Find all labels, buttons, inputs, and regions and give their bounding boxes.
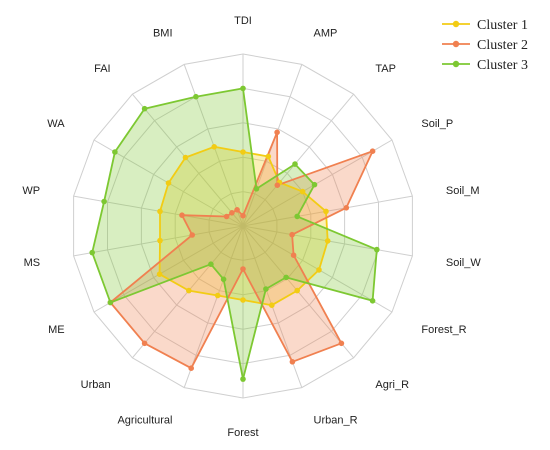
cluster-3-point-fai: [141, 105, 148, 112]
cluster-1-point-agri_r: [294, 287, 301, 294]
cluster-1-point-soil_p: [299, 188, 306, 195]
cluster-3-point-me: [107, 299, 114, 306]
axis-label-tdi: TDI: [234, 15, 252, 27]
axis-label-wa: WA: [47, 118, 65, 130]
cluster-1-point-fai: [182, 154, 189, 161]
spoke-agricultural: [183, 225, 244, 388]
cluster-1-point-forest_r: [316, 267, 322, 273]
axis-label-soil_p: Soil_P: [421, 118, 453, 130]
axis-label-bmi: BMI: [153, 27, 173, 39]
cluster-1-point-wa: [165, 180, 172, 186]
axis-label-urban: Urban: [81, 379, 111, 391]
cluster-1-area: [159, 146, 328, 306]
cluster-2-point-bmi: [234, 207, 240, 213]
cluster-3-point-agri_r: [283, 274, 289, 281]
cluster-2-point-soil_m: [343, 205, 350, 211]
axis-label-forest_r: Forest_R: [421, 324, 466, 336]
cluster-3-point-wp: [101, 198, 107, 205]
cluster-2-point-amp: [274, 129, 280, 136]
cluster-2-area: [110, 132, 373, 369]
cluster-1-point-tdi: [240, 149, 246, 155]
cluster-2-point-soil_p: [369, 148, 376, 154]
cluster-3-point-tdi: [240, 85, 246, 92]
axis-label-wp: WP: [22, 185, 40, 197]
cluster-2-point-fai: [229, 210, 235, 216]
cluster-2-point-wp: [179, 212, 185, 218]
axis-label-me: ME: [48, 324, 65, 336]
axis-label-urban_r: Urban_R: [314, 415, 358, 427]
cluster-3-point-amp: [253, 186, 260, 192]
axis-label-fai: FAI: [94, 63, 111, 75]
cluster-3-point-urban: [208, 261, 214, 268]
cluster-3-area: [92, 88, 377, 380]
spoke-me: [93, 225, 244, 313]
legend-marker-cluster-2: [452, 40, 460, 48]
cluster-1-point-ms: [157, 237, 163, 244]
cluster-1-point-soil_m: [323, 208, 329, 215]
cluster-2-point-forest: [240, 266, 246, 272]
cluster-3-point-wa: [112, 149, 118, 155]
cluster-3-point-soil_p: [311, 181, 318, 188]
cluster-2-point-forest_r: [290, 252, 297, 258]
cluster-1-point-urban_r: [269, 302, 275, 309]
axis-label-tap: TAP: [375, 63, 396, 75]
legend-marker-cluster-3: [452, 60, 460, 68]
cluster-1-point-wp: [157, 208, 163, 215]
axis-label-soil_m: Soil_M: [446, 185, 480, 197]
series-points: [89, 85, 380, 382]
axis-label-soil_w: Soil_W: [446, 257, 481, 269]
legend-label-cluster-1: Cluster 1: [477, 18, 528, 33]
spoke-fai: [132, 93, 244, 227]
cluster-1-point-forest: [240, 297, 246, 303]
axis-label-agricultural: Agricultural: [117, 415, 172, 427]
cluster-2-point-ms: [189, 232, 195, 238]
cluster-3-point-urban_r: [263, 286, 269, 292]
cluster-2-point-tdi: [240, 212, 246, 219]
cluster-3-point-agricultural: [220, 276, 227, 283]
axis-label-amp: AMP: [314, 27, 338, 39]
series-areas: [92, 88, 377, 380]
cluster-2-point-urban: [141, 340, 148, 347]
cluster-2-point-wa: [223, 213, 230, 220]
cluster-3-point-bmi: [193, 93, 199, 100]
cluster-3-point-forest_r: [369, 298, 376, 304]
spoke-soil_p: [242, 139, 393, 227]
cluster-2-point-soil_w: [289, 231, 295, 238]
cluster-1-point-urban: [186, 287, 192, 294]
cluster-1-point-bmi: [211, 144, 217, 150]
axis-label-ms: MS: [24, 257, 41, 269]
cluster-1-point-me: [156, 271, 163, 278]
cluster-3-point-soil_w: [374, 246, 380, 253]
cluster-3-point-tap: [292, 161, 298, 167]
cluster-1-point-amp: [265, 153, 272, 160]
cluster-2-point-tap: [274, 182, 281, 188]
cluster-3-point-ms: [89, 249, 95, 256]
cluster-2-point-agri_r: [338, 340, 345, 347]
axis-labels: TDI AMP TAP Soil_P Soil_M Soil_W Forest_R Agri_…: [22, 15, 481, 439]
spoke-tap: [242, 93, 354, 227]
legend-label-cluster-2: Cluster 2: [477, 38, 528, 53]
legend-label-cluster-3: Cluster 3: [477, 58, 528, 73]
cluster-1-point-agricultural: [214, 292, 221, 299]
cluster-3-point-soil_m: [294, 213, 301, 220]
axis-label-agri_r: Agri_R: [375, 379, 409, 391]
cluster-2-point-urban_r: [289, 359, 296, 365]
cluster-1-point-soil_w: [324, 238, 331, 244]
legend-marker-cluster-1: [452, 20, 460, 28]
legend: Cluster 1 Cluster 2 Cluster 3: [442, 18, 528, 73]
axis-label-forest: Forest: [227, 427, 258, 439]
cluster-2-point-agricultural: [188, 365, 194, 372]
cluster-3-point-forest: [240, 376, 246, 382]
